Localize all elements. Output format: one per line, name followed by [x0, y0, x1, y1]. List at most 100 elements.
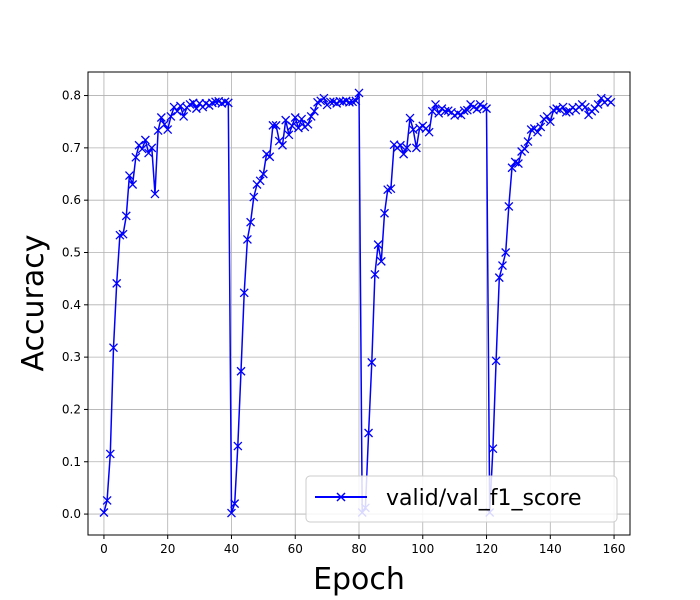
x-tick-label: 80 [351, 542, 366, 556]
y-tick-label: 0.6 [62, 193, 81, 207]
data-point [520, 144, 530, 154]
y-tick-label: 0.1 [62, 455, 81, 469]
data-point [306, 112, 316, 121]
data-point [395, 140, 405, 150]
data-point [494, 273, 504, 283]
data-point [147, 143, 157, 153]
data-point [163, 125, 173, 135]
legend-box [305, 475, 618, 523]
data-point [399, 149, 409, 159]
data-point [606, 97, 616, 107]
data-point [287, 121, 297, 131]
data-point [319, 93, 329, 103]
data-point [405, 113, 415, 123]
data-point [523, 137, 533, 147]
data-point [427, 106, 437, 116]
data-point [239, 288, 249, 298]
data-point [109, 343, 118, 353]
y-tick-label: 0.2 [62, 402, 81, 416]
data-point [536, 122, 546, 132]
ticks-layer: 0 20 40 60 80 100 120 140 160 0.0 0.1 0.2 0.3 0.4 0.5 0… [62, 89, 626, 556]
data-point [274, 136, 284, 146]
data-point [265, 152, 275, 162]
data-point [271, 120, 281, 130]
data-point [558, 102, 568, 112]
y-tick-label: 0.0 [62, 507, 81, 521]
x-axis-title: Epoch [313, 562, 405, 597]
data-point [488, 444, 498, 454]
legend-label: valid/val_f1_score [386, 486, 582, 511]
data-point [533, 127, 543, 137]
data-point [370, 270, 380, 279]
data-point [99, 508, 109, 517]
y-tick-label: 0.7 [62, 141, 81, 155]
data-point [590, 104, 600, 114]
data-point [156, 113, 166, 122]
x-tick-label: 100 [411, 542, 434, 556]
data-point [351, 96, 361, 106]
x-tick-label: 40 [224, 542, 239, 556]
data-point [105, 449, 115, 459]
legend-marker-swatch [336, 492, 346, 502]
data-point [491, 356, 501, 366]
y-axis-title: Accuracy [16, 235, 51, 372]
data-point [462, 105, 472, 115]
data-point [223, 98, 233, 108]
data-point [364, 428, 374, 438]
data-point [121, 211, 131, 221]
data-point [124, 171, 134, 181]
x-tick-label: 120 [475, 542, 498, 556]
data-point [246, 217, 256, 227]
data-point [144, 148, 154, 158]
data-point [115, 230, 125, 240]
data-point [112, 278, 122, 288]
data-point [501, 248, 511, 257]
data-point [255, 176, 265, 186]
data-point [268, 120, 278, 130]
y-tick-label: 0.5 [62, 245, 81, 259]
data-point [513, 159, 523, 169]
data-point [561, 107, 571, 117]
y-tick-label: 0.8 [62, 89, 81, 103]
data-point [131, 152, 141, 162]
x-tick-label: 140 [539, 542, 562, 556]
data-point [472, 104, 482, 114]
data-point [150, 189, 160, 199]
data-point [172, 106, 182, 116]
x-tick-label: 160 [603, 542, 626, 556]
data-point [504, 201, 514, 211]
data-point [118, 229, 128, 239]
data-point [236, 366, 246, 376]
data-point [166, 112, 176, 121]
y-tick-label: 0.3 [62, 350, 81, 364]
data-point [434, 108, 444, 118]
data-point [303, 119, 313, 129]
data-point [348, 97, 358, 107]
data-point [354, 88, 364, 98]
data-point [498, 261, 507, 271]
data-point [140, 135, 150, 145]
data-point [179, 112, 189, 121]
x-tick-label: 60 [288, 542, 303, 556]
data-point [593, 99, 603, 109]
data-point [309, 106, 319, 116]
data-point [380, 208, 389, 218]
data-point [383, 185, 393, 195]
data-point [297, 114, 307, 124]
data-point [160, 119, 169, 129]
data-point [227, 508, 236, 518]
data-point [424, 127, 434, 137]
data-point [373, 240, 383, 250]
legend: valid/val_f1_score [305, 475, 618, 523]
data-point [258, 169, 268, 179]
data-point [482, 104, 491, 114]
data-point [230, 499, 240, 509]
data-point [128, 180, 138, 189]
data-point [402, 143, 412, 153]
data-point [431, 99, 440, 109]
data-point [233, 441, 243, 451]
data-point [526, 125, 536, 135]
x-tick-label: 0 [100, 542, 108, 556]
y-tick-label: 0.4 [62, 298, 81, 312]
